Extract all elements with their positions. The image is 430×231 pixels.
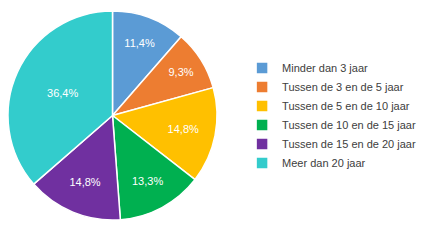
svg-text:Meer dan 20 jaar: Meer dan 20 jaar xyxy=(282,157,365,169)
svg-text:Tussen de 5 en de 10 jaar: Tussen de 5 en de 10 jaar xyxy=(282,100,410,112)
svg-text:36,4%: 36,4% xyxy=(47,87,78,99)
svg-text:14,8%: 14,8% xyxy=(69,176,100,188)
svg-text:14,8%: 14,8% xyxy=(168,123,199,135)
svg-text:11,4%: 11,4% xyxy=(124,37,155,49)
svg-text:13,3%: 13,3% xyxy=(132,175,163,187)
svg-text:Tussen de 15 en de 20 jaar: Tussen de 15 en de 20 jaar xyxy=(282,138,416,150)
svg-text:Minder dan 3 jaar: Minder dan 3 jaar xyxy=(282,62,368,74)
svg-text:Tussen de 10 en de 15 jaar: Tussen de 10 en de 15 jaar xyxy=(282,119,416,131)
svg-text:Tussen de 3 en de 5 jaar: Tussen de 3 en de 5 jaar xyxy=(282,81,404,93)
svg-text:9,3%: 9,3% xyxy=(168,66,193,78)
